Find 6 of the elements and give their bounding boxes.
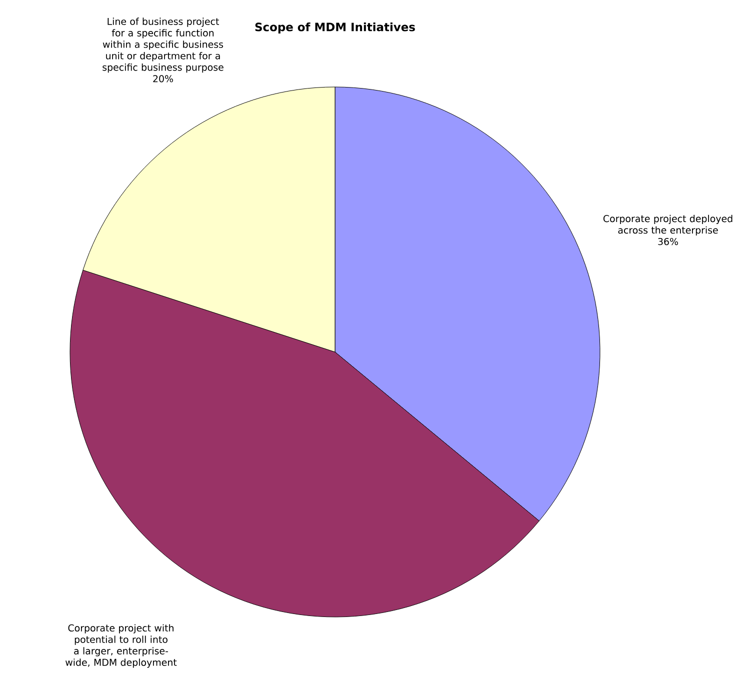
slice-label: Corporate project deployed across the enterprise xyxy=(603,214,732,236)
data-label: 20% xyxy=(153,75,173,82)
data-label: 36% xyxy=(658,238,678,246)
slice-label: Line of business project for a specific function within a specific business unit or department for a specific business purpose xyxy=(102,18,224,73)
chart-title: Scope of MDM Initiatives xyxy=(255,22,415,34)
slice-label: Corporate project with potential to roll into a larger, enterprise-wide, MDM deployment xyxy=(66,624,177,668)
